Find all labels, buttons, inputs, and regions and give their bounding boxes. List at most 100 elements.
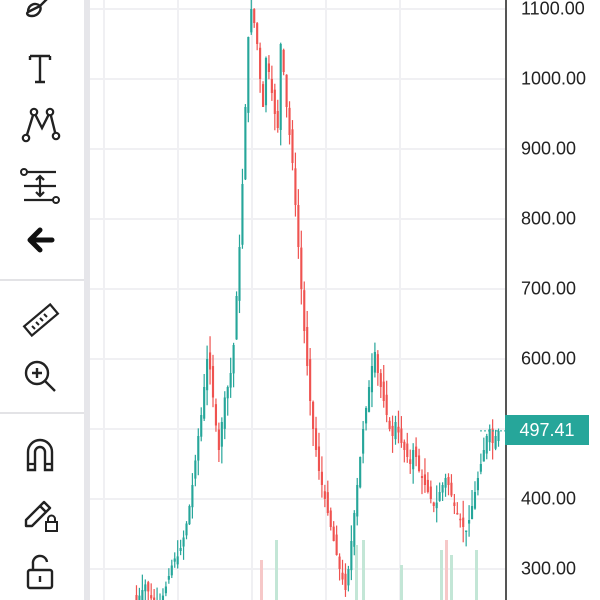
candle-body	[347, 569, 350, 586]
candle-body	[382, 381, 385, 401]
candle-body	[300, 247, 303, 289]
text-tool-button[interactable]	[16, 44, 64, 92]
price-tick: 800.00	[521, 208, 577, 229]
candle-body	[326, 492, 329, 513]
ruler-tool-button[interactable]	[16, 296, 64, 344]
price-tick: 1100.00	[521, 0, 585, 19]
candle-body	[335, 534, 338, 555]
candle-body	[364, 408, 368, 424]
candle-body	[459, 518, 462, 521]
candle-body	[353, 513, 356, 547]
candle-body	[217, 429, 220, 450]
zoom-in-icon	[24, 360, 56, 392]
toolbar-edge	[84, 0, 90, 600]
candle-body	[385, 394, 388, 415]
candle-body	[267, 63, 271, 72]
candle-body	[276, 110, 279, 128]
candle-body	[285, 74, 288, 107]
candle-body	[206, 359, 209, 391]
candle-body	[256, 23, 259, 44]
candle-body	[403, 441, 406, 450]
chart-pane[interactable]	[90, 0, 505, 600]
candle-body	[426, 479, 429, 492]
candle-body	[388, 420, 391, 429]
candle-body	[423, 474, 427, 485]
candle-body	[367, 387, 371, 412]
candle-body	[447, 477, 450, 485]
candle-body	[188, 506, 191, 525]
candle-body	[185, 523, 188, 536]
candle-body	[179, 548, 182, 552]
candle-body	[238, 247, 241, 301]
price-axis[interactable]: 1100.00 1000.00 900.00 800.00 700.00 600…	[505, 0, 600, 600]
toolbar-divider	[0, 279, 84, 281]
volume-bar	[445, 540, 448, 600]
price-tick: 700.00	[521, 278, 577, 299]
lock-tool-button[interactable]	[16, 548, 64, 596]
brush-tool-button[interactable]	[16, 0, 64, 34]
price-tick: 1000.00	[521, 68, 587, 89]
magnet-icon	[26, 438, 54, 472]
candle-body	[309, 359, 312, 401]
candle-body	[412, 450, 415, 470]
ruler-icon	[22, 302, 60, 338]
price-tick: 300.00	[521, 558, 577, 579]
candle-body	[482, 450, 485, 462]
candle-body	[247, 37, 250, 113]
candle-body	[232, 345, 235, 374]
candle-body	[170, 565, 173, 576]
candle-body	[409, 459, 412, 464]
candle-body	[312, 401, 315, 429]
candle-body	[226, 387, 229, 399]
candle-body	[235, 296, 238, 340]
price-chart[interactable]	[90, 0, 505, 600]
candle-body	[147, 582, 150, 592]
candle-body	[417, 455, 421, 471]
candle-body	[294, 168, 297, 205]
candle-body	[344, 573, 347, 590]
candle-body	[214, 404, 218, 426]
lock-drawing-tool-button[interactable]	[16, 490, 64, 538]
back-arrow-button[interactable]	[16, 216, 64, 264]
lock-icon	[26, 554, 54, 590]
brush-icon	[26, 0, 48, 18]
zoom-in-tool-button[interactable]	[16, 352, 64, 400]
volume-bar	[400, 565, 403, 600]
candle-body	[314, 428, 318, 450]
candle-body	[194, 460, 197, 479]
candle-body	[491, 428, 494, 443]
candle-body	[273, 89, 276, 114]
drawing-toolbar	[0, 0, 84, 600]
candle-body	[297, 205, 300, 247]
candle-body	[323, 491, 326, 499]
candle-body	[397, 426, 400, 433]
candle-body	[141, 590, 144, 600]
candle-body	[176, 556, 179, 565]
candle-body	[264, 58, 268, 106]
candle-body	[473, 492, 477, 509]
candle-body	[488, 429, 491, 443]
candle-body	[429, 486, 432, 499]
candle-body	[223, 397, 226, 429]
candle-body	[150, 595, 153, 599]
magnet-tool-button[interactable]	[16, 430, 64, 478]
candle-body	[203, 387, 206, 419]
candle-body	[394, 422, 397, 440]
candle-body	[370, 366, 374, 393]
candle-body	[144, 584, 147, 592]
pattern-tool-button[interactable]	[16, 100, 64, 148]
candle-body	[182, 537, 185, 547]
candle-body	[153, 597, 156, 600]
volume-bar	[362, 540, 365, 600]
prediction-tool-button[interactable]	[16, 160, 64, 208]
candle-body	[497, 431, 500, 441]
candle-body	[341, 572, 344, 580]
candle-body	[244, 107, 247, 180]
candle-body	[441, 485, 444, 493]
candle-body	[191, 485, 194, 508]
candle-body	[270, 78, 273, 93]
candle-body	[135, 595, 138, 600]
candle-body	[291, 129, 294, 163]
candle-body	[391, 425, 394, 436]
candle-body	[288, 107, 291, 135]
